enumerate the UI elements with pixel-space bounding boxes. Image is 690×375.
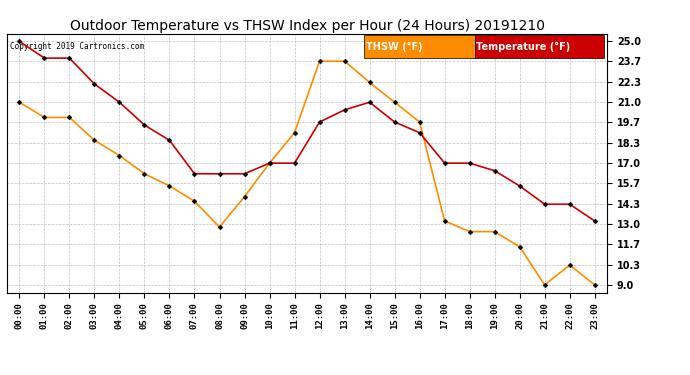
Text: THSW (°F): THSW (°F): [366, 42, 422, 52]
Title: Outdoor Temperature vs THSW Index per Hour (24 Hours) 20191210: Outdoor Temperature vs THSW Index per Ho…: [70, 19, 544, 33]
Text: Copyright 2019 Cartronics.com: Copyright 2019 Cartronics.com: [10, 42, 144, 51]
FancyBboxPatch shape: [364, 35, 475, 58]
FancyBboxPatch shape: [475, 35, 604, 58]
Text: Temperature (°F): Temperature (°F): [476, 42, 571, 52]
